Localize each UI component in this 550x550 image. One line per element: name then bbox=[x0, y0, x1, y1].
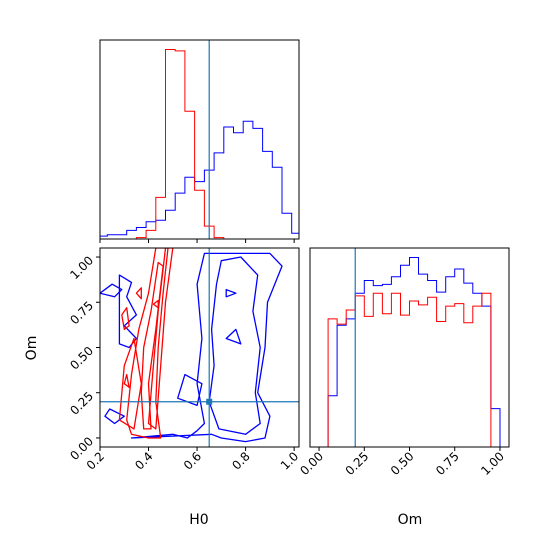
contour-blue-level bbox=[225, 328, 242, 345]
contour-blue-level bbox=[225, 288, 237, 298]
contour-red-level bbox=[147, 248, 174, 430]
contour-truth-marker bbox=[206, 398, 213, 405]
contour-x-tick-label: 0.8 bbox=[229, 449, 252, 472]
contour-blue-level bbox=[100, 283, 123, 298]
contour-y-tick-label: 0.25 bbox=[67, 389, 96, 418]
contour-x-tick-label: 0.4 bbox=[132, 449, 155, 472]
contour-red-level bbox=[140, 261, 164, 430]
om-histogram-red-histogram bbox=[310, 292, 509, 447]
contour-y-tick-label: 0.50 bbox=[67, 344, 96, 373]
contour-x-label: H0 bbox=[189, 512, 208, 528]
om-histogram-x-tick-label: 0.75 bbox=[433, 449, 462, 478]
h0-histogram-panel bbox=[99, 39, 300, 243]
contour-blue-level bbox=[130, 252, 283, 443]
contour-y-tick-label: 1.00 bbox=[67, 253, 96, 282]
contour-red-level bbox=[123, 373, 130, 388]
contour-blue-level bbox=[104, 408, 125, 425]
contour-red-level bbox=[121, 307, 130, 331]
om-histogram-x-tick-label: 0.25 bbox=[343, 449, 372, 478]
contour-x-tick-label: 0.6 bbox=[181, 449, 204, 472]
contour-blue-level bbox=[118, 274, 138, 349]
h0-histogram-red-histogram bbox=[100, 49, 299, 239]
h0-histogram-frame bbox=[99, 39, 300, 240]
om-histogram-blue-histogram bbox=[310, 257, 509, 447]
contour-red-level bbox=[118, 337, 142, 430]
om-histogram-x-tick-label: 0.00 bbox=[297, 449, 326, 478]
contour-red-level bbox=[152, 299, 159, 309]
contour-y-label: Om bbox=[24, 336, 40, 361]
om-histogram-x-tick-label: 1.00 bbox=[478, 449, 507, 478]
h0-om-contour-panel: 0.2 0.4 0.6 0.8 1.00.000.250.500.751.00 bbox=[67, 247, 301, 473]
om-histogram-x-tick-label: 0.50 bbox=[388, 449, 417, 478]
h0-histogram-blue-histogram bbox=[100, 120, 299, 237]
om-histogram-x-label: Om bbox=[398, 512, 423, 528]
contour-red-level bbox=[126, 248, 169, 439]
om-histogram-panel: 0.00 0.25 0.50 0.75 1.00 bbox=[297, 247, 510, 478]
contour-red-level bbox=[135, 287, 142, 300]
contour-blue-level bbox=[177, 373, 203, 407]
om-histogram-frame bbox=[309, 247, 510, 448]
contour-blue-level bbox=[208, 256, 261, 435]
contour-y-tick-label: 0.75 bbox=[67, 298, 96, 327]
